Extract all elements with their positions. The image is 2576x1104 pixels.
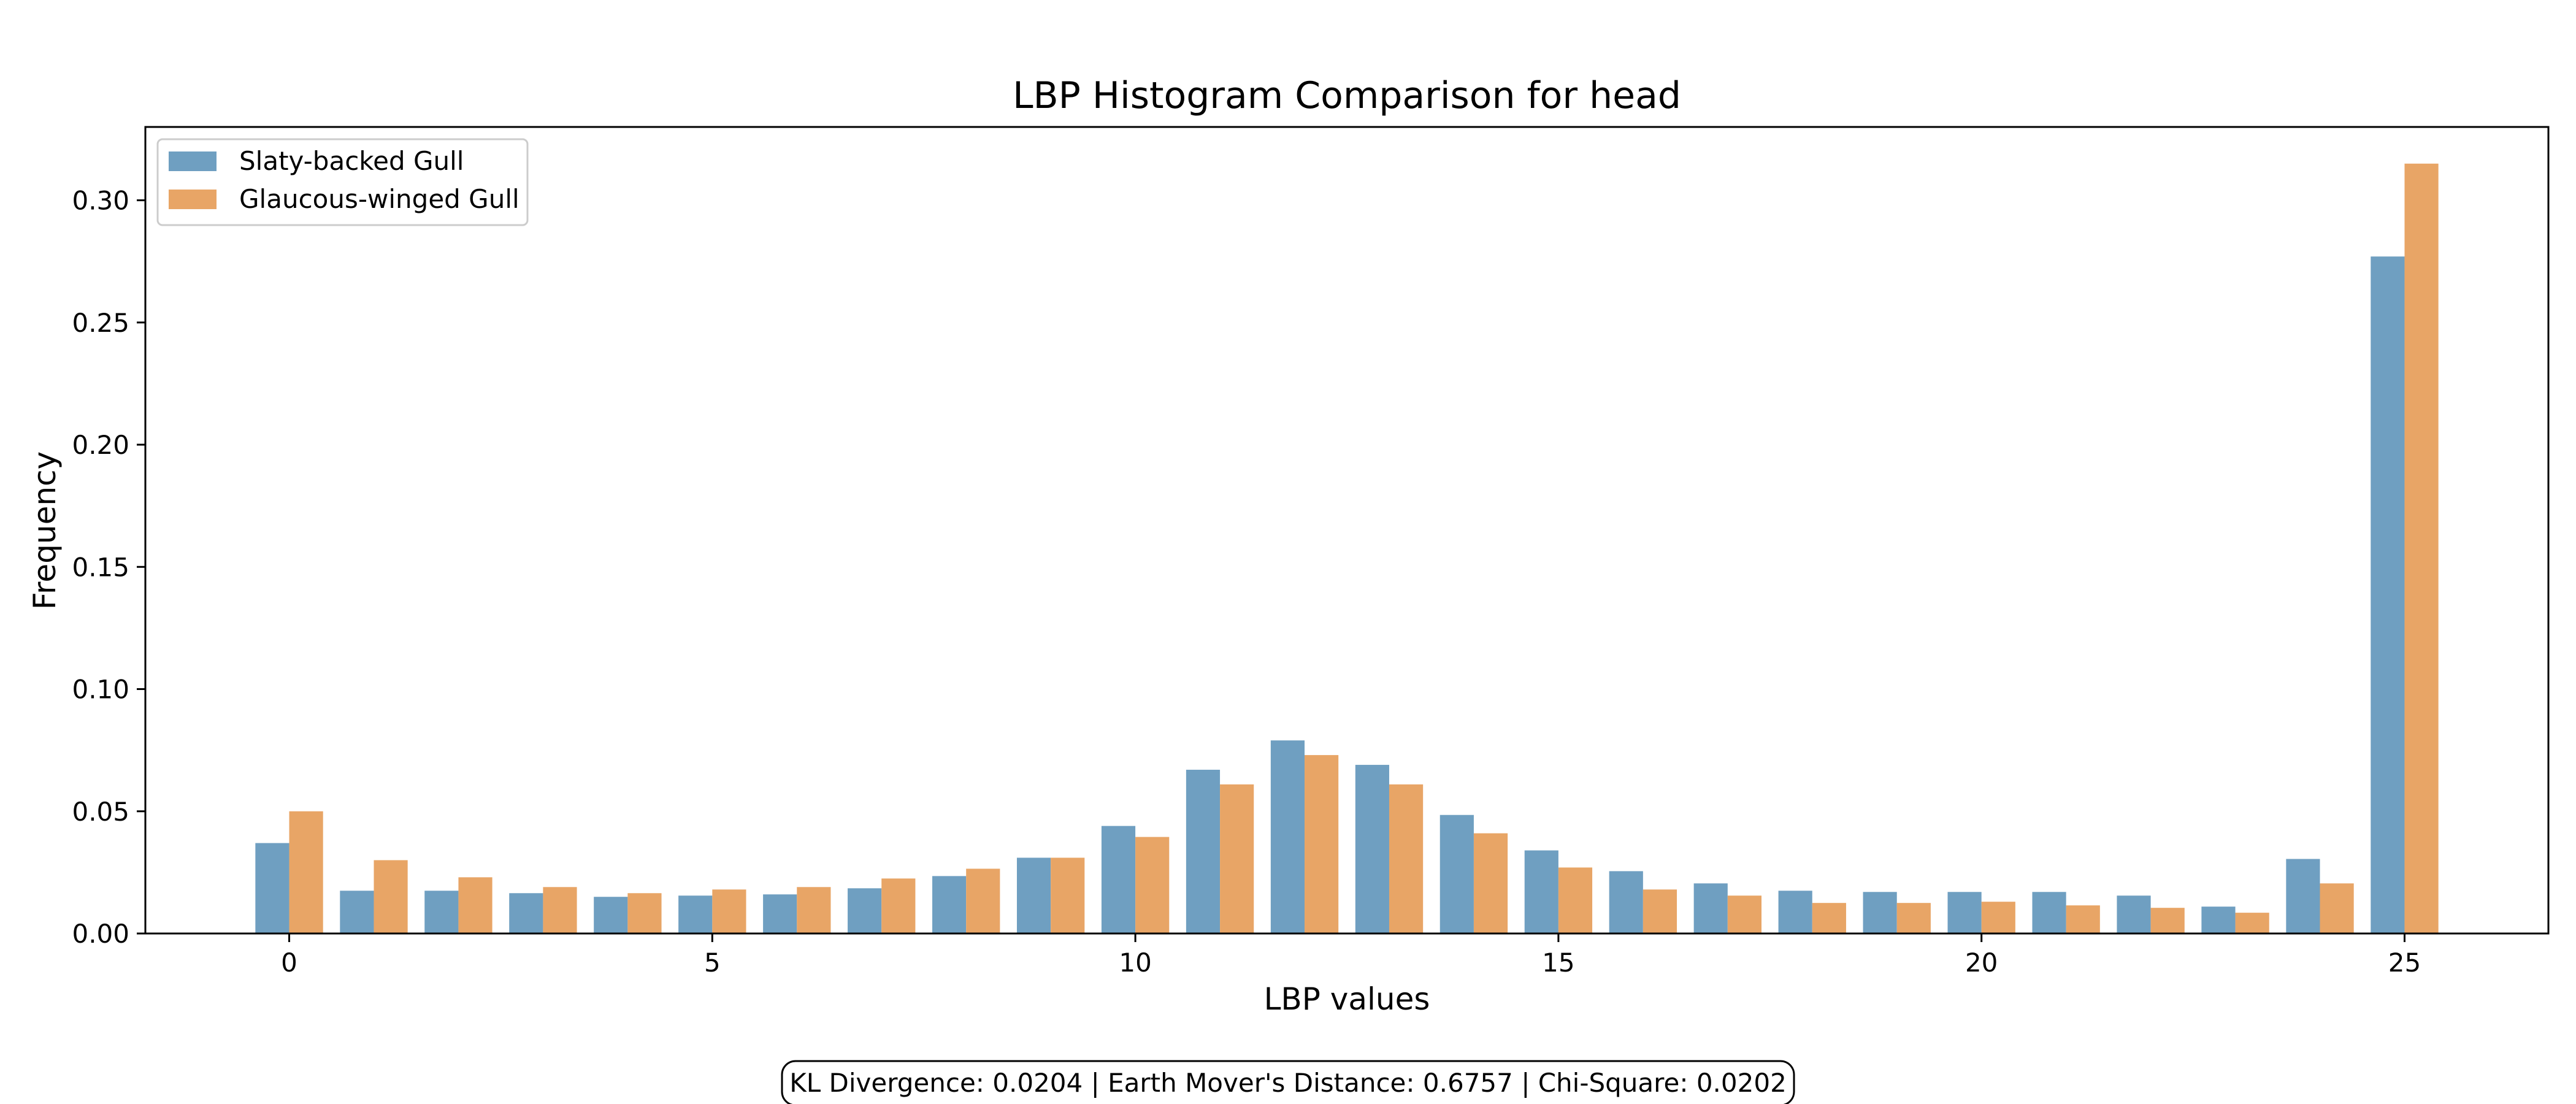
bar-glaucous-winged-gull-13: [1389, 784, 1424, 933]
bar-glaucous-winged-gull-20: [1981, 902, 2015, 933]
bar-glaucous-winged-gull-2: [458, 877, 493, 933]
bar-slaty-backed-gull-4: [594, 897, 628, 933]
x-tick-label-5: 5: [704, 948, 721, 978]
bar-slaty-backed-gull-7: [848, 888, 882, 933]
y-tick-label-0.20: 0.20: [72, 430, 129, 460]
bar-glaucous-winged-gull-16: [1643, 889, 1677, 933]
metrics-annotation: KL Divergence: 0.0204 | Earth Mover's Di…: [781, 1060, 1795, 1104]
bar-slaty-backed-gull-5: [678, 895, 713, 933]
x-tick-label-20: 20: [1965, 948, 1998, 978]
y-tick-label-0.15: 0.15: [72, 552, 129, 582]
bar-slaty-backed-gull-16: [1609, 871, 1643, 933]
metrics-annotation-text: KL Divergence: 0.0204 | Earth Mover's Di…: [789, 1068, 1787, 1098]
bar-slaty-backed-gull-23: [2201, 907, 2236, 933]
bar-slaty-backed-gull-19: [1863, 892, 1897, 933]
bar-glaucous-winged-gull-10: [1135, 837, 1170, 933]
bar-glaucous-winged-gull-4: [627, 893, 662, 933]
bar-slaty-backed-gull-14: [1439, 815, 1474, 933]
bar-glaucous-winged-gull-11: [1220, 784, 1254, 933]
bar-slaty-backed-gull-21: [2032, 892, 2066, 933]
bar-glaucous-winged-gull-12: [1305, 755, 1339, 933]
bar-slaty-backed-gull-13: [1355, 765, 1389, 933]
y-tick-label-0.10: 0.10: [72, 675, 129, 705]
x-tick-label-10: 10: [1119, 948, 1151, 978]
bar-slaty-backed-gull-20: [1947, 892, 1982, 933]
bar-glaucous-winged-gull-0: [289, 811, 323, 933]
legend-swatch-glaucous-winged-gull: [169, 190, 217, 209]
y-axis-ticks: 0.00 0.05 0.10 0.15 0.20 0.25 0.30: [72, 186, 145, 949]
bar-glaucous-winged-gull-23: [2235, 913, 2269, 933]
bar-glaucous-winged-gull-17: [1727, 895, 1761, 933]
y-tick-label-0.05: 0.05: [72, 797, 129, 827]
bar-slaty-backed-gull-6: [763, 894, 797, 933]
y-tick-label-0.00: 0.00: [72, 919, 129, 949]
legend: Slaty-backed Gull Glaucous-winged Gull: [156, 138, 529, 226]
bar-slaty-backed-gull-0: [255, 843, 289, 933]
y-tick-label-0.25: 0.25: [72, 308, 129, 338]
bar-glaucous-winged-gull-8: [966, 868, 1000, 933]
bar-slaty-backed-gull-1: [340, 891, 374, 933]
bar-slaty-backed-gull-3: [509, 893, 543, 933]
bar-glaucous-winged-gull-19: [1896, 903, 1931, 933]
bar-slaty-backed-gull-11: [1186, 770, 1221, 933]
bar-slaty-backed-gull-17: [1693, 883, 1728, 933]
y-axis-label: Frequency: [27, 451, 63, 610]
x-tick-label-15: 15: [1542, 948, 1574, 978]
bars-group: [255, 163, 2439, 934]
bar-glaucous-winged-gull-7: [881, 878, 916, 933]
x-axis-ticks: 0 5 10 15 20 25: [281, 933, 2421, 978]
x-tick-label-25: 25: [2388, 948, 2421, 978]
bar-glaucous-winged-gull-21: [2066, 905, 2100, 933]
chart-title: LBP Histogram Comparison for head: [1013, 74, 1681, 117]
bar-slaty-backed-gull-12: [1270, 740, 1305, 933]
bar-glaucous-winged-gull-22: [2150, 908, 2185, 933]
y-tick-label-0.30: 0.30: [72, 186, 129, 216]
x-axis-label: LBP values: [1264, 981, 1430, 1017]
bar-glaucous-winged-gull-25: [2404, 163, 2439, 933]
bar-glaucous-winged-gull-15: [1558, 867, 1593, 933]
x-tick-label-0: 0: [281, 948, 297, 978]
bar-glaucous-winged-gull-9: [1051, 857, 1085, 933]
bar-glaucous-winged-gull-24: [2320, 883, 2354, 933]
legend-box: [156, 138, 529, 226]
bar-slaty-backed-gull-24: [2286, 859, 2320, 933]
bar-slaty-backed-gull-25: [2371, 256, 2405, 934]
legend-label-glaucous-winged-gull: Glaucous-winged Gull: [239, 184, 519, 214]
bar-glaucous-winged-gull-3: [543, 887, 577, 933]
legend-label-slaty-backed-gull: Slaty-backed Gull: [239, 146, 464, 176]
bar-slaty-backed-gull-18: [1778, 891, 1812, 933]
plot-frame: [144, 126, 2550, 935]
bar-glaucous-winged-gull-5: [712, 889, 746, 933]
bar-slaty-backed-gull-22: [2117, 895, 2151, 933]
bar-slaty-backed-gull-10: [1101, 826, 1136, 933]
bar-glaucous-winged-gull-18: [1812, 903, 1846, 933]
bar-slaty-backed-gull-2: [424, 891, 459, 933]
legend-swatch-slaty-backed-gull: [169, 151, 217, 171]
bar-glaucous-winged-gull-14: [1473, 833, 1508, 933]
bar-slaty-backed-gull-8: [932, 876, 967, 933]
bar-slaty-backed-gull-15: [1524, 850, 1558, 933]
metrics-annotation-box: [781, 1060, 1795, 1104]
bar-glaucous-winged-gull-1: [374, 860, 408, 933]
bar-glaucous-winged-gull-6: [797, 887, 831, 933]
bar-slaty-backed-gull-9: [1016, 857, 1051, 933]
